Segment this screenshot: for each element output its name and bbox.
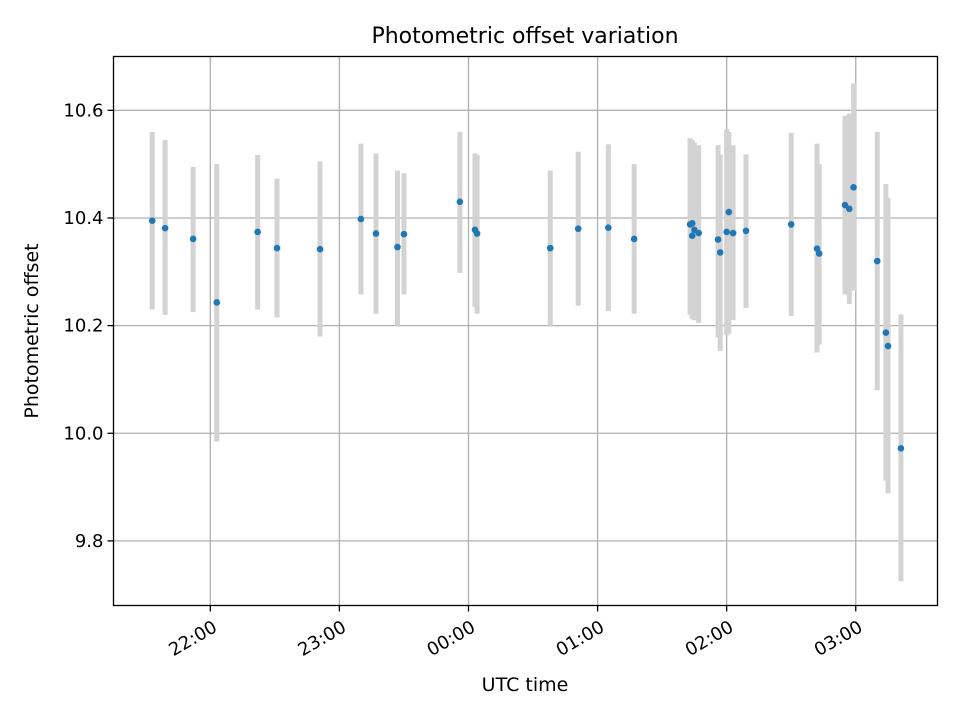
data-point [688,232,696,240]
plot-frame [112,55,939,607]
data-point [372,230,380,237]
data-point [714,236,722,243]
x-tick-label: 01:00 [553,617,608,661]
x-tick-label: 02:00 [682,617,737,661]
data-point [213,299,221,306]
data-point [787,221,795,228]
data-point [189,235,197,243]
errorbar-layer [149,83,904,582]
data-point [688,220,696,227]
data-point [254,228,261,236]
x-axis-label: UTC time [482,674,569,696]
y-axis-label: Photometric offset [21,243,43,418]
data-point [400,230,408,238]
x-tick-label: 22:00 [165,617,220,661]
data-point [456,198,464,206]
data-point [716,249,724,256]
data-point [729,229,737,237]
x-tick-label: 23:00 [294,617,349,661]
data-point [357,215,365,223]
y-tick-label: 10.2 [63,316,103,337]
data-point [873,257,881,265]
data-point [630,235,638,243]
data-point [845,205,853,213]
data-point [884,342,892,350]
data-point [273,244,281,252]
y-tick-label: 10.6 [63,100,103,121]
data-point [695,229,702,237]
y-tick-label: 10.4 [63,208,103,229]
data-point [850,183,857,191]
x-tick-label: 00:00 [424,617,479,661]
y-tick-label: 9.8 [75,531,104,552]
data-point [742,227,750,235]
data-point [605,224,612,231]
data-point [394,243,401,251]
data-point [897,445,905,452]
data-point [882,329,890,336]
data-point [723,228,730,236]
y-tick-label: 10.0 [63,423,103,444]
chart-title: Photometric offset variation [371,24,678,49]
data-point [316,245,324,253]
data-point [815,250,823,257]
grid-layer [113,56,938,606]
data-point [546,244,554,252]
data-point [473,230,481,237]
point-layer [148,183,905,452]
data-point [841,201,849,209]
data-point [725,208,733,216]
data-point [574,225,582,233]
data-point [161,224,169,232]
data-point [148,217,156,224]
x-tick-label: 03:00 [811,617,866,661]
